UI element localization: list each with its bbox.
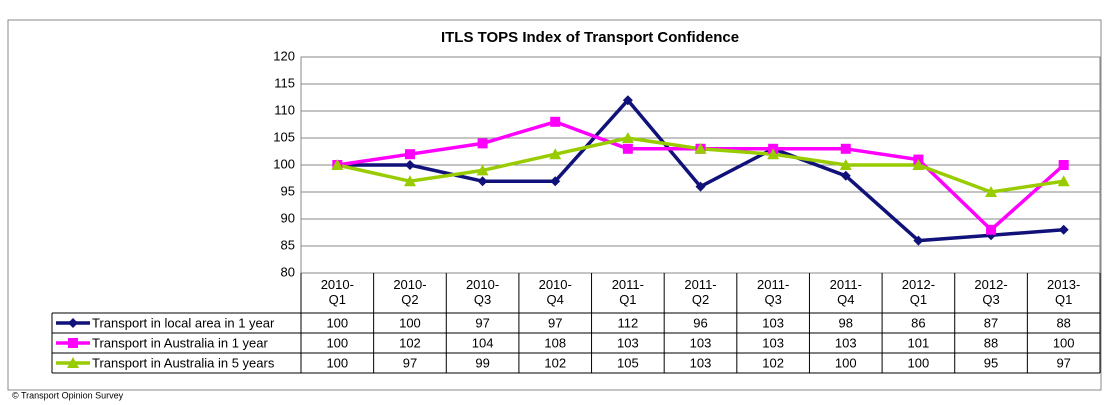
y-tick-label: 110	[274, 102, 295, 117]
table-value: 112	[617, 315, 638, 330]
y-tick-label: 120	[273, 48, 295, 63]
table-value: 103	[617, 335, 639, 350]
table-value: 88	[1056, 315, 1070, 330]
y-tick-label: 95	[281, 183, 295, 198]
x-tick-label: 2011-Q1	[612, 277, 644, 307]
table-value: 103	[690, 335, 712, 350]
table-value: 103	[690, 355, 712, 370]
marker	[331, 159, 344, 170]
marker	[767, 148, 780, 160]
table-value: 108	[544, 335, 566, 350]
x-tick-label: 2011-Q2	[684, 277, 716, 307]
chart-title: ITLS TOPS Index of Transport Confidence	[441, 29, 739, 46]
table-value: 100	[835, 355, 857, 370]
marker	[1058, 224, 1069, 235]
legend-marker	[67, 357, 79, 368]
chart-border	[7, 19, 1102, 391]
table-value: 104	[472, 335, 494, 350]
y-tick-label: 105	[273, 129, 295, 144]
table-value: 88	[984, 335, 998, 350]
table-value: 95	[984, 355, 998, 370]
table-value: 102	[762, 355, 784, 370]
marker	[476, 164, 489, 176]
y-tick-label: 85	[281, 237, 295, 252]
table-value: 97	[475, 315, 489, 330]
marker	[622, 143, 633, 154]
legend-label: Transport in Australia in 1 year	[92, 335, 268, 350]
x-tick-label: 2010-Q2	[393, 277, 426, 307]
table-value: 98	[839, 315, 853, 330]
marker	[477, 138, 488, 149]
marker	[549, 148, 562, 160]
legend-marker	[68, 318, 78, 328]
marker	[550, 176, 561, 187]
table-value: 100	[326, 355, 348, 370]
marker	[1057, 175, 1070, 187]
marker	[840, 170, 851, 181]
plot-area	[300, 56, 1101, 274]
legend-label: Transport in local area in 1 year	[92, 315, 275, 330]
y-tick-label: 80	[281, 264, 295, 279]
marker	[695, 181, 706, 192]
table-value: 96	[693, 315, 707, 330]
table-value: 103	[835, 335, 857, 350]
marker	[1058, 160, 1069, 170]
x-tick-label: 2012-Q3	[974, 277, 1007, 307]
table-value: 86	[911, 315, 925, 330]
marker	[404, 160, 415, 170]
y-tick-label: 100	[273, 156, 295, 171]
marker	[986, 224, 997, 235]
x-tick-label: 2013-Q1	[1047, 277, 1080, 307]
table-value: 105	[617, 355, 639, 370]
source-note: © Transport Opinion Survey	[12, 390, 124, 400]
table-value: 101	[908, 335, 930, 350]
marker	[622, 95, 633, 106]
table-value: 99	[475, 355, 489, 370]
marker	[404, 149, 415, 160]
marker	[913, 235, 924, 246]
marker	[839, 159, 852, 170]
y-tick-label: 90	[281, 210, 295, 225]
table-value: 97	[403, 355, 417, 370]
x-tick-label: 2012-Q1	[902, 277, 935, 307]
y-tick-label: 115	[274, 75, 295, 90]
marker	[477, 176, 488, 187]
x-tick-label: 2010-Q1	[321, 277, 354, 307]
table-value: 87	[984, 315, 998, 330]
table-value: 100	[399, 315, 421, 330]
table-value: 103	[762, 335, 784, 350]
legend-label: Transport in Australia in 5 years	[92, 355, 275, 370]
table-value: 100	[1053, 335, 1075, 350]
table-value: 100	[908, 355, 930, 370]
x-tick-label: 2010-Q4	[539, 277, 572, 307]
x-tick-label: 2011-Q4	[830, 277, 862, 307]
x-tick-label: 2011-Q3	[757, 277, 789, 307]
legend-marker	[68, 338, 78, 348]
x-tick-label: 2010-Q3	[466, 277, 499, 307]
marker	[403, 175, 416, 187]
table-value: 100	[326, 315, 348, 330]
table-value: 102	[399, 335, 421, 350]
marker	[621, 132, 634, 143]
marker	[985, 186, 998, 197]
table-value: 102	[544, 355, 566, 370]
table-value: 103	[762, 315, 784, 330]
table-value: 97	[548, 315, 562, 330]
table-value: 100	[326, 335, 348, 350]
marker	[912, 159, 925, 170]
marker	[694, 142, 707, 154]
marker	[550, 116, 561, 127]
marker	[840, 143, 851, 154]
table-value: 97	[1056, 355, 1070, 370]
